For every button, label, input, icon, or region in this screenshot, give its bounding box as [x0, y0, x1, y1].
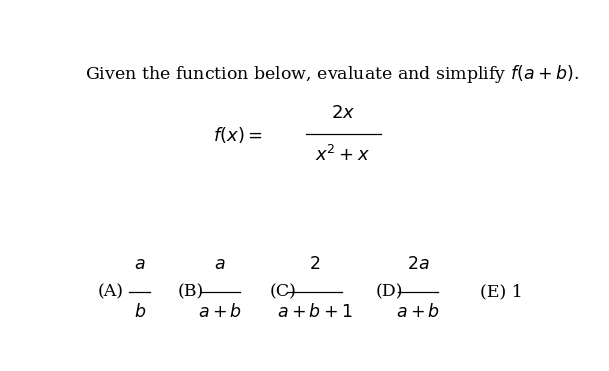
Text: $a$: $a$ — [214, 256, 226, 273]
Text: $2x$: $2x$ — [331, 104, 355, 122]
Text: $b$: $b$ — [134, 303, 146, 321]
Text: $a + b$: $a + b$ — [198, 303, 242, 321]
Text: $a + b$: $a + b$ — [396, 303, 440, 321]
Text: (A): (A) — [97, 283, 124, 300]
Text: (E) 1: (E) 1 — [480, 283, 523, 300]
Text: Given the function below, evaluate and simplify $f(a + b)$.: Given the function below, evaluate and s… — [85, 63, 579, 85]
Text: (B): (B) — [178, 283, 204, 300]
Text: $f(x) =$: $f(x) =$ — [213, 125, 262, 145]
Text: $2$: $2$ — [309, 256, 320, 273]
Text: (C): (C) — [270, 283, 297, 300]
Text: $2a$: $2a$ — [407, 256, 429, 273]
Text: $a$: $a$ — [134, 256, 146, 273]
Text: (D): (D) — [376, 283, 403, 300]
Text: $x^2 + x$: $x^2 + x$ — [315, 144, 370, 165]
Text: $a + b + 1$: $a + b + 1$ — [276, 303, 353, 321]
